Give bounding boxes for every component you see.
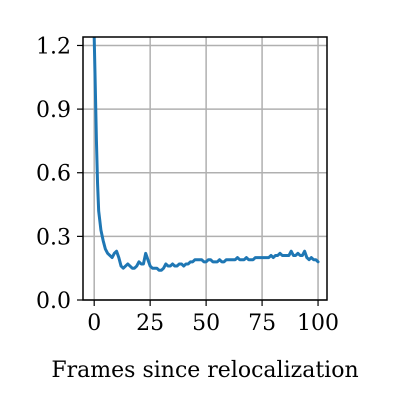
x-tick-label: 100 xyxy=(297,311,339,336)
y-tick-label: 0.9 xyxy=(36,98,71,123)
x-tick-label: 75 xyxy=(248,311,276,336)
plot-frame xyxy=(82,36,328,301)
y-tick-label: 1.2 xyxy=(36,34,71,59)
ticks: 0 25 50 75 100 0.0 0.3 0.6 0.9 1.2 xyxy=(36,34,339,336)
y-tick-label: 0.0 xyxy=(36,289,71,314)
x-tick-label: 0 xyxy=(87,311,101,336)
x-tick-label: 50 xyxy=(192,311,220,336)
x-tick-label: 25 xyxy=(136,311,164,336)
x-axis-title: Frames since relocalization xyxy=(51,358,358,383)
y-tick-label: 0.3 xyxy=(36,225,71,250)
y-tick-label: 0.6 xyxy=(36,162,71,187)
series-layer xyxy=(92,37,320,272)
series-line xyxy=(92,37,320,272)
